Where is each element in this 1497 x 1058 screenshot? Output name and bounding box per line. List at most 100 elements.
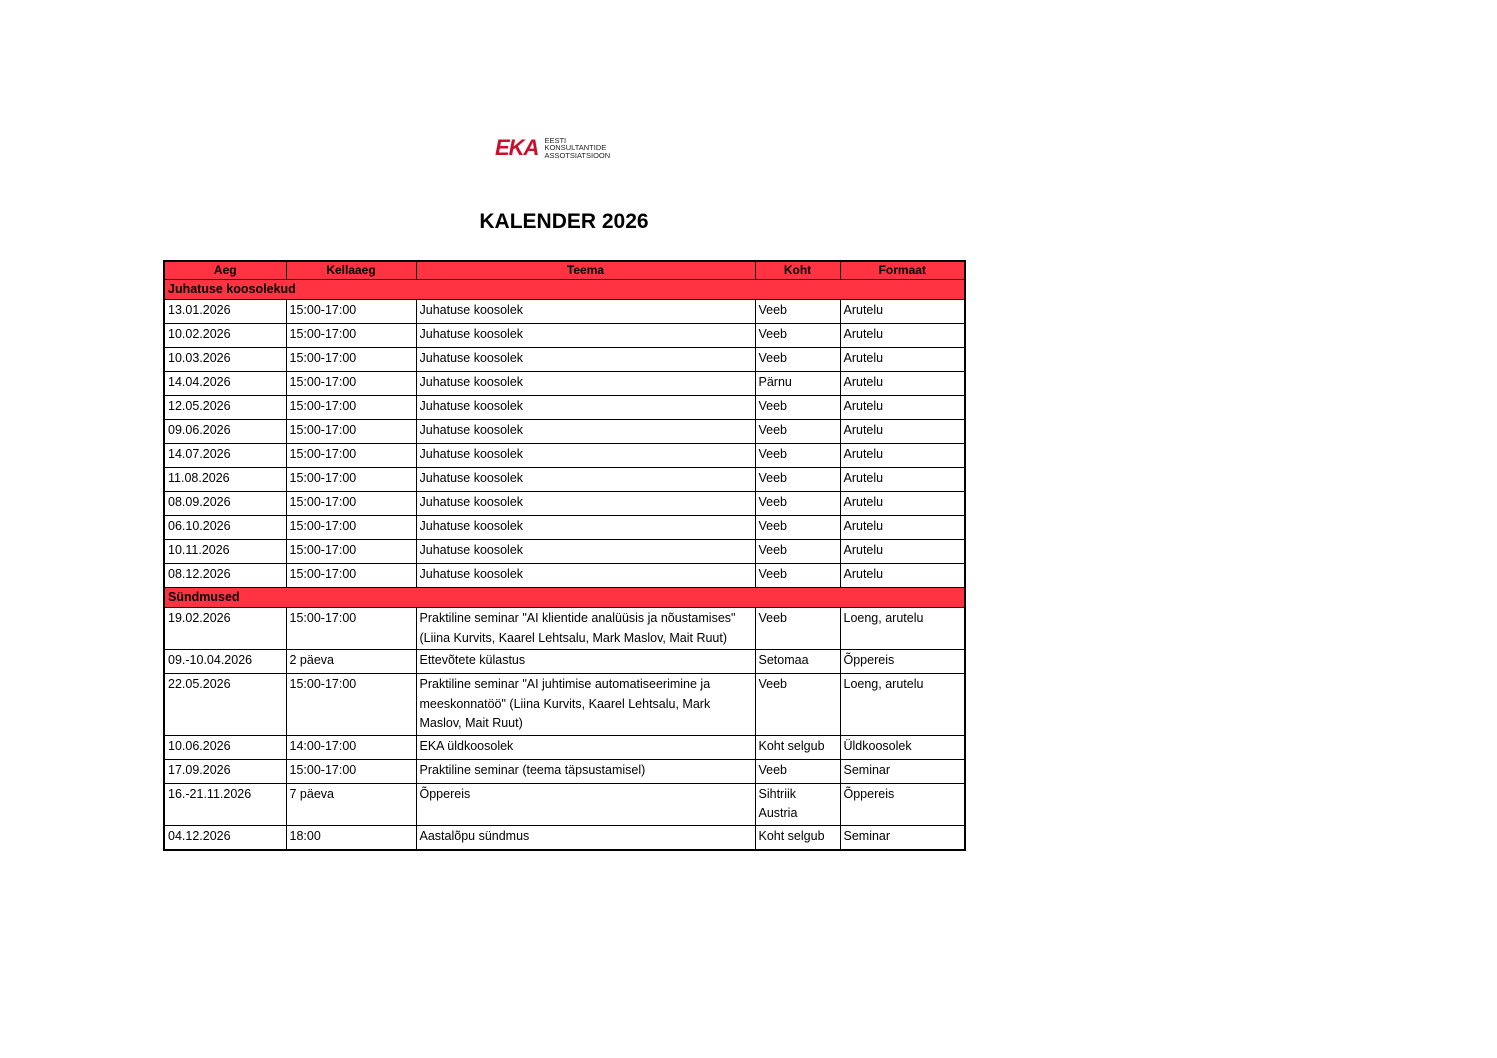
topic-cell: Juhatuse koosolek [415, 539, 756, 564]
col-header: Teema [415, 260, 756, 280]
time-cell: 15:00-17:00 [285, 419, 417, 444]
format-cell: Arutelu [839, 491, 966, 516]
table-row: 22.05.2026 15:00-17:00 Praktiline seminar … [163, 673, 966, 736]
date-cell: 08.09.2026 [163, 491, 287, 516]
format-cell: Õppereis [839, 782, 966, 826]
location-cell: Veeb [754, 515, 841, 540]
time-cell: 15:00-17:00 [285, 563, 417, 588]
date-cell: 10.02.2026 [163, 323, 287, 348]
time-cell: 15:00-17:00 [285, 515, 417, 540]
table-row: 10.03.2026 15:00-17:00 Juhatuse koosolek Ve… [163, 347, 966, 372]
topic-cell: Juhatuse koosolek [415, 491, 756, 516]
format-cell: Arutelu [839, 515, 966, 540]
table-row: 10.06.2026 14:00-17:00 EKA üldkoosolek Koht… [163, 734, 966, 760]
logo-mark: EKA [495, 135, 539, 160]
table-row: 14.07.2026 15:00-17:00 Juhatuse koosolek Ve… [163, 443, 966, 468]
date-cell: 11.08.2026 [163, 467, 287, 492]
date-cell: 09.-10.04.2026 [163, 649, 287, 674]
date-cell: 09.06.2026 [163, 419, 287, 444]
format-cell: Loeng, arutelu [839, 607, 966, 650]
time-cell: 15:00-17:00 [285, 758, 417, 784]
date-cell: 08.12.2026 [163, 563, 287, 588]
time-cell: 18:00 [285, 824, 417, 850]
time-cell: 7 päeva [285, 782, 417, 826]
logo-line: KONSULTANTIDE [544, 143, 607, 153]
date-cell: 04.12.2026 [163, 824, 287, 850]
logo-line: EESTI [544, 135, 567, 145]
location-cell: Pärnu [754, 371, 841, 396]
table-row: 19.02.2026 15:00-17:00 Praktiline seminar … [163, 607, 966, 650]
table-row: 12.05.2026 15:00-17:00 Juhatuse koosolek Ve… [163, 395, 966, 420]
location-cell: Sihtriik Austria [754, 782, 841, 826]
time-cell: 15:00-17:00 [285, 443, 417, 468]
table-row: 11.08.2026 15:00-17:00 Juhatuse koosolek Ve… [163, 467, 966, 492]
col-header: Koht [754, 260, 841, 280]
date-cell: 10.06.2026 [163, 734, 287, 760]
format-cell: Loeng, arutelu [839, 673, 966, 736]
location-cell: Veeb [754, 323, 841, 348]
topic-cell: Praktiline seminar "AI klientide analüüs… [415, 607, 756, 650]
format-cell: Arutelu [839, 347, 966, 372]
location-cell: Setomaa [754, 649, 841, 674]
topic-cell: Juhatuse koosolek [415, 515, 756, 540]
page-title: KALENDER 2026 [479, 210, 649, 233]
format-cell: Seminar [839, 824, 966, 850]
format-cell: Arutelu [839, 443, 966, 468]
date-cell: 14.07.2026 [163, 443, 287, 468]
location-cell: Koht selgub [754, 734, 841, 760]
format-cell: Arutelu [839, 539, 966, 564]
location-cell: Veeb [754, 673, 841, 736]
table-row: 13.01.2026 15:00-17:00 Juhatuse koosolek Ve… [163, 299, 966, 324]
format-cell: Seminar [839, 758, 966, 784]
table-row: 09.06.2026 15:00-17:00 Juhatuse koosolek Ve… [163, 419, 966, 444]
time-cell: 15:00-17:00 [285, 299, 417, 324]
topic-cell: Juhatuse koosolek [415, 395, 756, 420]
col-header: Kellaaeg [285, 260, 417, 280]
table-row: 06.10.2026 15:00-17:00 Juhatuse koosolek Ve… [163, 515, 966, 540]
location-cell: Veeb [754, 443, 841, 468]
table-row: 04.12.2026 18:00 Aastalõpu sündmus Koht sel… [163, 824, 966, 850]
table-row: 17.09.2026 15:00-17:00 Praktiline seminar … [163, 758, 966, 784]
format-cell: Arutelu [839, 419, 966, 444]
location-cell: Veeb [754, 395, 841, 420]
time-cell: 15:00-17:00 [285, 673, 417, 736]
location-cell: Veeb [754, 491, 841, 516]
date-cell: 16.-21.11.2026 [163, 782, 287, 826]
table-row: 08.09.2026 15:00-17:00 Juhatuse koosolek Ve… [163, 491, 966, 516]
format-cell: Arutelu [839, 395, 966, 420]
header-row: Aeg Kellaaeg Teema Koht Formaat [163, 260, 966, 280]
date-cell: 22.05.2026 [163, 673, 287, 736]
location-cell: Veeb [754, 758, 841, 784]
topic-cell: Juhatuse koosolek [415, 467, 756, 492]
topic-cell: Juhatuse koosolek [415, 371, 756, 396]
eka-logo: EKA EESTI KONSULTANTIDE ASSOTSIATSIOON [495, 135, 610, 161]
time-cell: 15:00-17:00 [285, 491, 417, 516]
time-cell: 15:00-17:00 [285, 395, 417, 420]
col-header: Formaat [839, 260, 966, 280]
location-cell: Veeb [754, 563, 841, 588]
date-cell: 19.02.2026 [163, 607, 287, 650]
location-cell: Koht selgub [754, 824, 841, 850]
topic-cell: Juhatuse koosolek [415, 323, 756, 348]
location-cell: Veeb [754, 419, 841, 444]
table-row: 08.12.2026 15:00-17:00 Juhatuse koosolek Ve… [163, 563, 966, 588]
time-cell: 15:00-17:00 [285, 347, 417, 372]
date-cell: 12.05.2026 [163, 395, 287, 420]
table-row: 16.-21.11.2026 7 päeva Õppereis Sihtriik Au… [163, 782, 966, 826]
table-row: 09.-10.04.2026 2 päeva Ettevõtete külastus… [163, 649, 966, 674]
time-cell: 14:00-17:00 [285, 734, 417, 760]
date-cell: 10.03.2026 [163, 347, 287, 372]
section-row: Juhatuse koosolekud [163, 279, 966, 300]
table-row: 10.11.2026 15:00-17:00 Juhatuse koosolek Ve… [163, 539, 966, 564]
location-cell: Veeb [754, 347, 841, 372]
section-title: Juhatuse koosolekud [163, 279, 966, 300]
topic-cell: Õppereis [415, 782, 756, 826]
date-cell: 17.09.2026 [163, 758, 287, 784]
date-cell: 14.04.2026 [163, 371, 287, 396]
format-cell: Arutelu [839, 563, 966, 588]
format-cell: Arutelu [839, 299, 966, 324]
format-cell: Arutelu [839, 467, 966, 492]
section-title: Sündmused [163, 587, 966, 608]
table-row: 14.04.2026 15:00-17:00 Juhatuse koosolek Pä… [163, 371, 966, 396]
location-cell: Veeb [754, 299, 841, 324]
